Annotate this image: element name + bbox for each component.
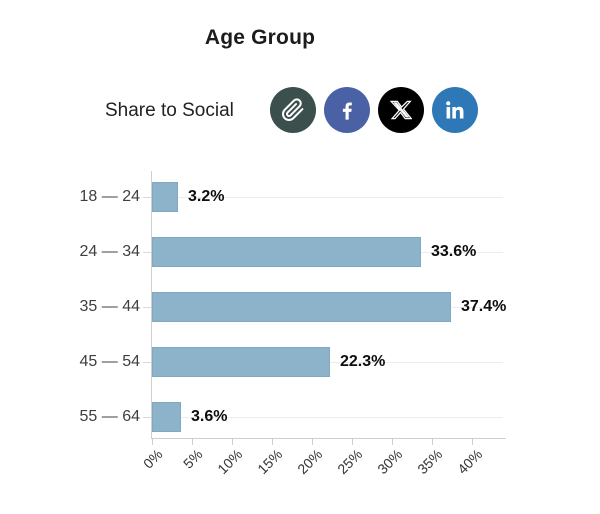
category-label: 45 — 54 xyxy=(79,353,140,370)
x-axis-tick xyxy=(232,439,233,445)
x-share-button[interactable] xyxy=(378,87,424,133)
x-axis-tick xyxy=(152,439,153,445)
share-to-social-label: Share to Social xyxy=(105,100,234,121)
bar xyxy=(152,182,178,212)
x-axis-tick-label: 0% xyxy=(139,446,166,472)
bar xyxy=(152,402,181,432)
y-axis-tick xyxy=(143,252,151,253)
facebook-icon xyxy=(334,97,360,123)
x-axis-tick xyxy=(272,439,273,445)
x-axis-tick-label: 5% xyxy=(179,446,206,472)
x-axis-line xyxy=(151,438,506,439)
category-label: 24 — 34 xyxy=(79,243,140,260)
bar xyxy=(152,292,451,322)
facebook-share-button[interactable] xyxy=(324,87,370,133)
category-label: 18 — 24 xyxy=(79,188,140,205)
y-axis-tick xyxy=(143,362,151,363)
share-buttons-row xyxy=(270,87,478,133)
bar-value-label: 3.2% xyxy=(188,188,225,205)
x-axis-tick-label: 20% xyxy=(294,446,326,478)
bar-value-label: 37.4% xyxy=(461,298,507,315)
x-axis-tick xyxy=(392,439,393,445)
x-axis-tick-label: 35% xyxy=(414,446,446,478)
category-label: 35 — 44 xyxy=(79,298,140,315)
category-label: 55 — 64 xyxy=(79,408,140,425)
bar-value-label: 22.3% xyxy=(340,353,386,370)
bar xyxy=(152,237,421,267)
y-axis-line xyxy=(151,171,152,439)
x-axis-tick-label: 30% xyxy=(374,446,406,478)
bar-value-label: 3.6% xyxy=(191,408,228,425)
x-axis-tick-label: 40% xyxy=(454,446,486,478)
x-axis-tick xyxy=(472,439,473,445)
paperclip-icon xyxy=(281,98,305,122)
y-axis-tick xyxy=(143,307,151,308)
x-axis-tick xyxy=(432,439,433,445)
linkedin-share-button[interactable] xyxy=(432,87,478,133)
chart-title: Age Group xyxy=(204,26,316,49)
x-axis-tick-label: 25% xyxy=(334,446,366,478)
x-icon xyxy=(390,99,412,121)
x-axis-tick xyxy=(312,439,313,445)
copy-link-share-button[interactable] xyxy=(270,87,316,133)
x-axis-tick xyxy=(192,439,193,445)
y-axis-tick xyxy=(143,197,151,198)
bar xyxy=(152,347,330,377)
linkedin-icon xyxy=(443,98,467,122)
row-gridline xyxy=(152,197,503,198)
y-axis-tick xyxy=(143,417,151,418)
row-gridline xyxy=(152,417,503,418)
x-axis-tick xyxy=(352,439,353,445)
x-axis-tick-label: 10% xyxy=(214,446,246,478)
bar-value-label: 33.6% xyxy=(431,243,477,260)
x-axis-tick-label: 15% xyxy=(254,446,286,478)
